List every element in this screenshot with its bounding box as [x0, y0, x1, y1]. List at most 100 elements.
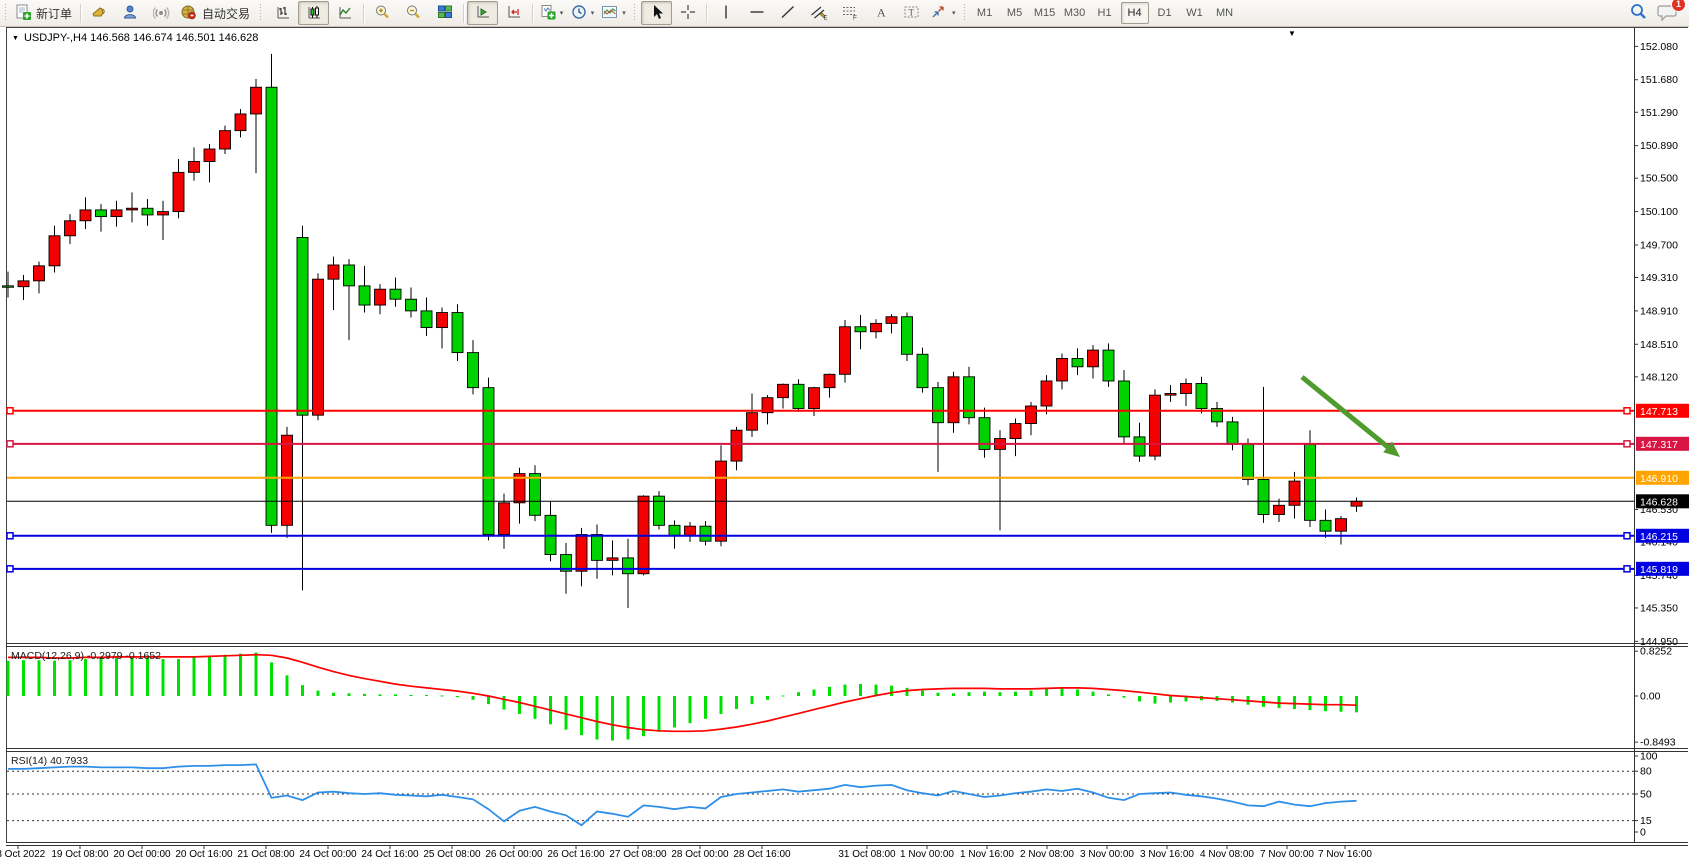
line-handle[interactable]: [6, 532, 14, 540]
text-label-button[interactable]: T: [896, 1, 927, 25]
candle: [622, 557, 634, 575]
timeframe-button-MN[interactable]: MN: [1215, 7, 1234, 19]
svg-text:148.120: 148.120: [1640, 371, 1678, 383]
notification-badge: 1: [1671, 0, 1686, 12]
profiles-button[interactable]: [115, 1, 146, 25]
timeframe-button-W1[interactable]: W1: [1186, 7, 1203, 19]
line-handle[interactable]: [1623, 532, 1631, 540]
zoom-out-button[interactable]: [398, 1, 429, 25]
timeframe-button-M15[interactable]: M15: [1033, 7, 1056, 19]
fibonacci-button[interactable]: F: [834, 1, 865, 25]
timeframe-button-D1[interactable]: D1: [1157, 7, 1172, 19]
search-icon[interactable]: [1629, 3, 1649, 24]
candle: [17, 280, 30, 288]
candle: [436, 312, 448, 329]
toolbar-grip[interactable]: [633, 4, 639, 22]
toolbar-grip[interactable]: [4, 4, 9, 22]
timeframe-button-H1[interactable]: H1: [1097, 7, 1112, 19]
timeframe-button-H4[interactable]: H4: [1120, 2, 1149, 24]
dropdown-arrow-icon[interactable]: ▾: [590, 10, 595, 17]
crosshair-button[interactable]: [672, 1, 703, 25]
auto-trading-button[interactable]: 自动交易: [177, 1, 255, 25]
macd-pane[interactable]: MACD(12,26,9) -0.2979 -0.1652: [6, 650, 1359, 741]
separator: [463, 3, 465, 23]
svg-text:19 Oct 08:00: 19 Oct 08:00: [51, 849, 109, 860]
chat-icon[interactable]: 1: [1657, 0, 1686, 25]
line-handle[interactable]: [1623, 407, 1631, 415]
candles-layer[interactable]: [2, 53, 1363, 608]
svg-text:1 Nov 00:00: 1 Nov 00:00: [900, 849, 954, 860]
zoom-in-button[interactable]: [367, 1, 398, 25]
svg-text:152.080: 152.080: [1640, 41, 1678, 53]
dropdown-arrow-icon[interactable]: ▾: [952, 10, 956, 17]
candle: [777, 383, 789, 399]
new-order-button[interactable]: 新订单: [12, 1, 77, 25]
periods-button[interactable]: ▾: [567, 1, 598, 25]
rsi-pane[interactable]: RSI(14) 40.7933: [8, 755, 1357, 827]
candle: [1164, 393, 1177, 396]
periods-icon: [571, 4, 587, 23]
svg-text:146.628: 146.628: [1640, 496, 1678, 508]
svg-text:3 Nov 00:00: 3 Nov 00:00: [1080, 849, 1134, 860]
line-chart-button[interactable]: [329, 1, 360, 25]
cursor-button[interactable]: [641, 1, 673, 25]
horn-icon: [91, 4, 108, 23]
line-handle[interactable]: [6, 407, 14, 415]
candle: [1273, 504, 1285, 515]
candle: [823, 373, 836, 389]
tile-windows-button[interactable]: [429, 1, 460, 25]
svg-text:A: A: [877, 5, 886, 19]
hline-objects[interactable]: 147.713 147.317 146.910 146.215 145.819 146.6…: [6, 403, 1689, 576]
line-handle[interactable]: [1623, 440, 1631, 448]
candlestick-chart-button[interactable]: [298, 1, 330, 25]
macd-label: MACD(12,26,9) -0.2979 -0.1652: [11, 650, 161, 662]
timeframe-button-M1[interactable]: M1: [976, 7, 993, 19]
svg-text:0: 0: [1640, 827, 1646, 839]
chart-shift-button[interactable]: [498, 1, 529, 25]
svg-text:18 Oct 2022: 18 Oct 2022: [0, 849, 46, 860]
fibonacci-icon: F: [841, 4, 859, 23]
timeframe-button-M5[interactable]: M5: [1006, 7, 1023, 19]
shapes-button[interactable]: ▾: [927, 1, 959, 25]
line-handle[interactable]: [6, 565, 14, 573]
svg-text:3 Nov 16:00: 3 Nov 16:00: [1140, 849, 1194, 860]
window-arrow-icon[interactable]: ▼: [1288, 29, 1296, 38]
chart-canvas[interactable]: 152.080 151.680 151.290 150.890 150.500 150.1…: [0, 27, 1689, 865]
tile-windows-icon: [437, 4, 453, 23]
candle: [312, 278, 324, 416]
candle: [1040, 380, 1053, 407]
text-label-icon: T: [903, 4, 921, 23]
horn-button[interactable]: [84, 1, 115, 25]
svg-text:149.700: 149.700: [1640, 239, 1678, 251]
candle: [1071, 357, 1084, 368]
toolbar-grip[interactable]: [962, 4, 968, 22]
candle: [250, 86, 262, 115]
chart-menu-arrow-icon[interactable]: ▼: [12, 34, 19, 42]
signals-button[interactable]: [146, 1, 177, 25]
svg-text:151.680: 151.680: [1640, 74, 1678, 86]
candle: [1288, 480, 1301, 506]
arrow-annotation[interactable]: [1300, 375, 1400, 457]
dropdown-arrow-icon[interactable]: ▾: [622, 10, 626, 17]
timeframe-button-M30[interactable]: M30: [1063, 7, 1086, 19]
channel-button[interactable]: E: [803, 1, 834, 25]
dropdown-arrow-icon[interactable]: ▾: [559, 10, 564, 17]
candle: [265, 86, 278, 526]
add-indicator-button[interactable]: ▾: [536, 1, 567, 25]
auto-scroll-button[interactable]: [467, 1, 499, 25]
add-indicator-icon: [540, 4, 556, 23]
toolbar-grip[interactable]: [259, 4, 265, 22]
horizontal-line-button[interactable]: [741, 1, 772, 25]
text-button[interactable]: A: [865, 1, 896, 25]
svg-text:100: 100: [1640, 751, 1658, 763]
trendline-button[interactable]: [772, 1, 803, 25]
line-handle[interactable]: [6, 440, 14, 448]
candle: [947, 376, 960, 424]
templates-button[interactable]: ▾: [598, 1, 629, 25]
candle: [560, 554, 572, 572]
cursor-icon: [650, 4, 664, 23]
line-handle[interactable]: [1623, 565, 1631, 573]
bar-chart-button[interactable]: [267, 1, 298, 25]
vertical-line-button[interactable]: [710, 1, 741, 25]
candle: [513, 473, 526, 504]
